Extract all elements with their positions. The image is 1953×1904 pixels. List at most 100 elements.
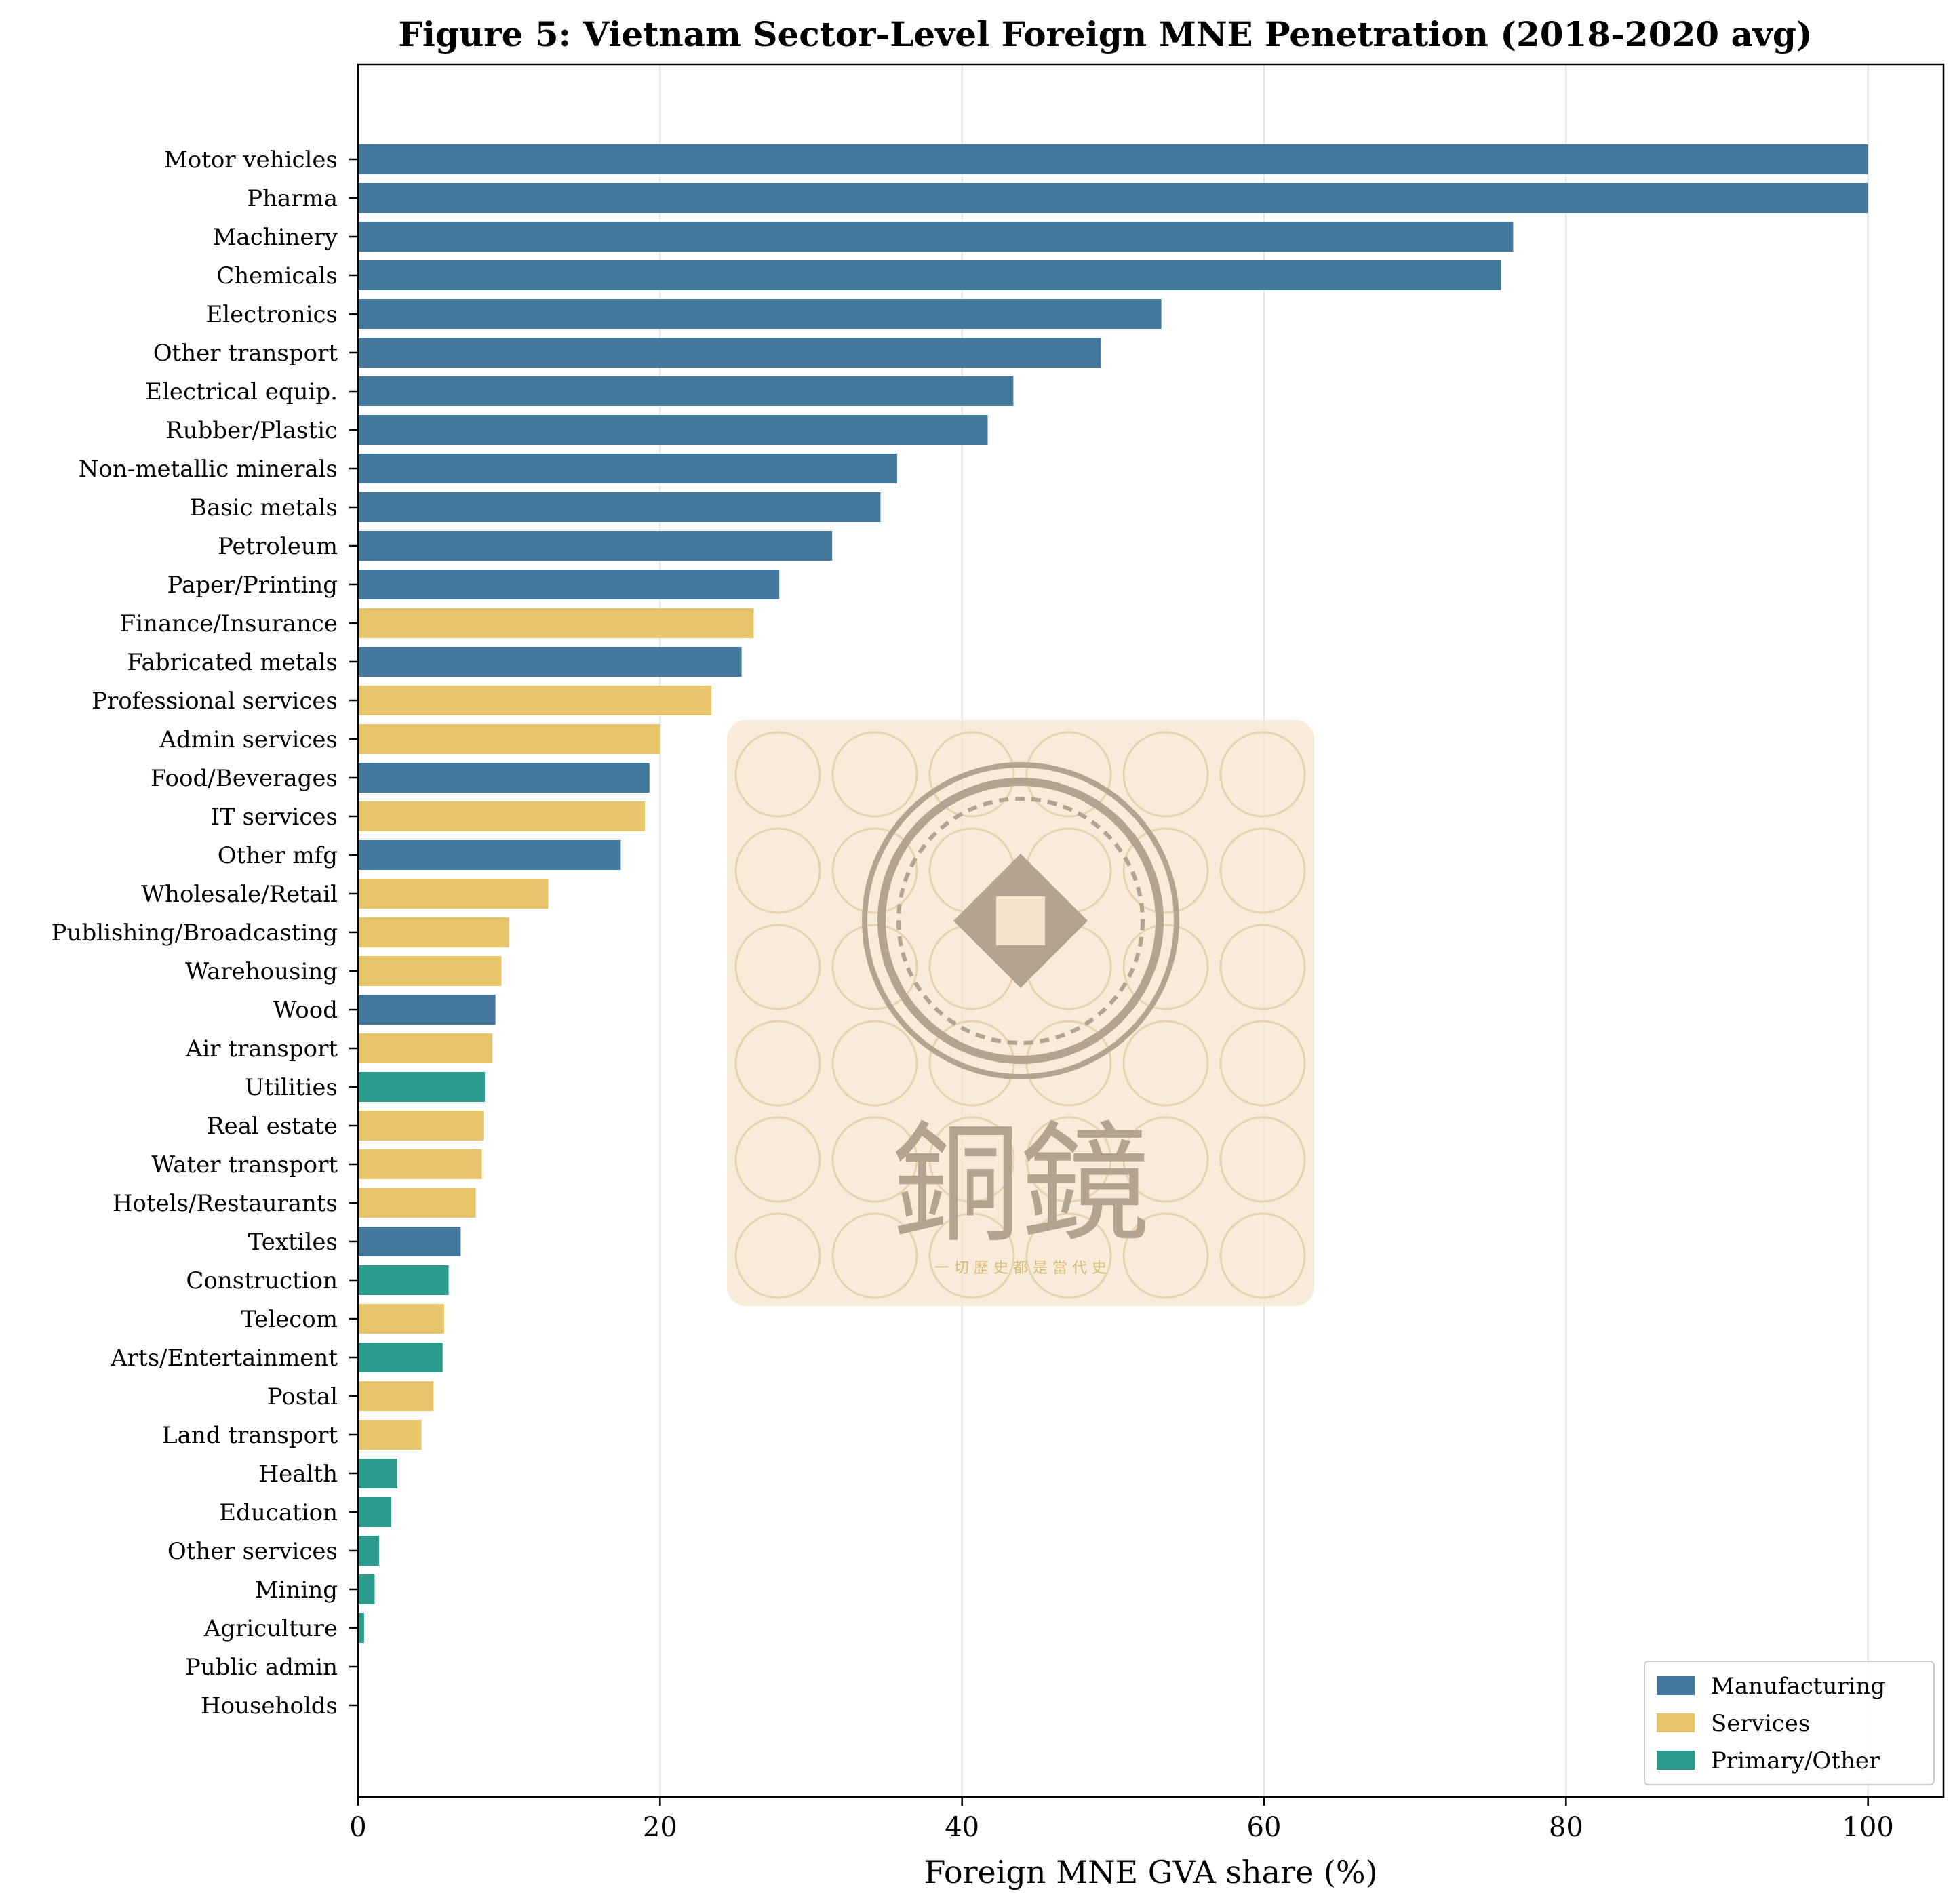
- y-tick-label: Wholesale/Retail: [141, 881, 338, 908]
- coin-pattern-icon: [1025, 1212, 1112, 1299]
- y-tick-label: Public admin: [185, 1654, 338, 1681]
- bar-water-transport: [358, 1149, 482, 1179]
- bar-rubber-plastic: [358, 415, 988, 445]
- coin-pattern-icon: [734, 731, 821, 818]
- x-tick-label: 60: [1247, 1812, 1282, 1843]
- bar-mining: [358, 1574, 375, 1604]
- bar-admin-services: [358, 724, 660, 754]
- y-tick-label: Real estate: [207, 1113, 338, 1140]
- y-tick-label: Textiles: [248, 1229, 338, 1256]
- bar-wood: [358, 995, 496, 1025]
- y-tick-label: Professional services: [92, 688, 338, 715]
- coin-pattern-icon: [734, 827, 821, 914]
- legend-swatch: [1657, 1676, 1695, 1695]
- bar-construction: [358, 1265, 449, 1295]
- x-tick-label: 100: [1842, 1812, 1893, 1843]
- bar-professional-services: [358, 686, 712, 715]
- bar-other-transport: [358, 338, 1101, 368]
- coin-pattern-icon: [1122, 731, 1209, 818]
- y-tick-label: Basic metals: [190, 494, 338, 521]
- y-tick-label: Admin services: [159, 726, 338, 753]
- y-tick-label: Pharma: [247, 185, 338, 212]
- bar-arts-entertainment: [358, 1343, 443, 1372]
- y-tick-label: Warehousing: [185, 958, 338, 985]
- bar-agriculture: [358, 1613, 364, 1643]
- plot-frame: [357, 63, 1945, 1798]
- coin-pattern-icon: [831, 1212, 918, 1299]
- x-axis-label: Foreign MNE GVA share (%): [924, 1854, 1377, 1890]
- bar-warehousing: [358, 956, 502, 986]
- bar-electrical-equip-: [358, 376, 1014, 406]
- bar-utilities: [358, 1072, 486, 1102]
- y-tick-label: Health: [259, 1461, 338, 1488]
- bar-other-mfg: [358, 840, 621, 870]
- bar-paper-printing: [358, 570, 780, 599]
- legend-label: Services: [1711, 1710, 1810, 1737]
- bar-textiles: [358, 1227, 461, 1256]
- coin-pattern-icon: [1219, 1020, 1306, 1107]
- x-tick-labels: 0 20 40 60 80 100: [349, 1812, 1894, 1843]
- coin-pattern-icon: [1219, 827, 1306, 914]
- y-tick-label: Machinery: [213, 224, 338, 251]
- coin-pattern-icon: [1122, 1020, 1209, 1107]
- y-tick-label: Chemicals: [216, 262, 338, 290]
- coin-pattern-icon: [734, 1020, 821, 1107]
- coin-pattern-icon: [1025, 1116, 1112, 1203]
- coin-pattern-icon: [928, 1212, 1015, 1299]
- bar-non-metallic-minerals: [358, 454, 897, 483]
- bar-postal: [358, 1381, 434, 1411]
- coin-pattern-icon: [1122, 1116, 1209, 1203]
- chart-title: Figure 5: Vietnam Sector-Level Foreign M…: [398, 14, 1812, 54]
- y-tick-label: Wood: [273, 997, 338, 1024]
- y-tick-label: Construction: [186, 1267, 338, 1294]
- y-tick-label: Fabricated metals: [127, 649, 338, 676]
- y-tick-label: Land transport: [162, 1422, 338, 1449]
- legend-box: [1644, 1661, 1935, 1785]
- coin-pattern-icon: [831, 924, 918, 1010]
- coin-emblem-icon: [862, 762, 1179, 1079]
- y-tick-label: Petroleum: [218, 533, 338, 560]
- y-tick-label: Utilities: [245, 1074, 338, 1101]
- coin-pattern-icon: [734, 1212, 821, 1299]
- legend-label: Primary/Other: [1711, 1747, 1880, 1774]
- bar-pharma: [358, 183, 1868, 213]
- y-tick-label: Other mfg: [218, 842, 338, 869]
- coin-pattern-icon: [1122, 827, 1209, 914]
- bar-other-services: [358, 1536, 380, 1566]
- bar-food-beverages: [358, 763, 650, 793]
- x-tick-label: 0: [349, 1812, 366, 1843]
- coin-pattern-icon: [1219, 1116, 1306, 1203]
- y-tick-label: Electrical equip.: [145, 378, 338, 405]
- bar-fabricated-metals: [358, 647, 742, 677]
- coin-pattern-icon: [734, 1116, 821, 1203]
- bar-finance-insurance: [358, 608, 754, 638]
- coin-pattern-icon: [831, 827, 918, 914]
- bar-education: [358, 1497, 391, 1527]
- coin-pattern-icon: [831, 731, 918, 818]
- bar-publishing-broadcasting: [358, 917, 509, 947]
- bar-land-transport: [358, 1420, 422, 1450]
- y-tick-label: Air transport: [185, 1035, 338, 1063]
- coin-pattern-icon: [1025, 731, 1112, 818]
- bar-machinery: [358, 222, 1514, 252]
- x-tick-label: 20: [643, 1812, 677, 1843]
- bar-basic-metals: [358, 492, 881, 522]
- axes: [349, 63, 1945, 1806]
- y-tick-label: Paper/Printing: [167, 572, 338, 599]
- coin-pattern-icon: [831, 1020, 918, 1107]
- bar-air-transport: [358, 1033, 493, 1063]
- bar-wholesale-retail: [358, 879, 549, 909]
- coin-pattern-icon: [1122, 1212, 1209, 1299]
- bars: [358, 144, 1868, 1643]
- y-tick-label: Arts/Entertainment: [110, 1345, 338, 1372]
- bar-motor-vehicles: [358, 144, 1868, 174]
- watermark: 銅鏡一 切 歷 史 都 是 當 代 史: [727, 720, 1314, 1306]
- y-tick-label: Food/Beverages: [151, 765, 338, 792]
- y-tick-labels: Motor vehicles Pharma Machinery Chemicals El…: [52, 146, 338, 1720]
- x-tick-label: 40: [945, 1812, 979, 1843]
- y-tick-label: Non-metallic minerals: [79, 456, 338, 483]
- legend-swatch: [1657, 1751, 1695, 1770]
- bar-telecom: [358, 1304, 444, 1334]
- coin-pattern-icon: [1219, 1212, 1306, 1299]
